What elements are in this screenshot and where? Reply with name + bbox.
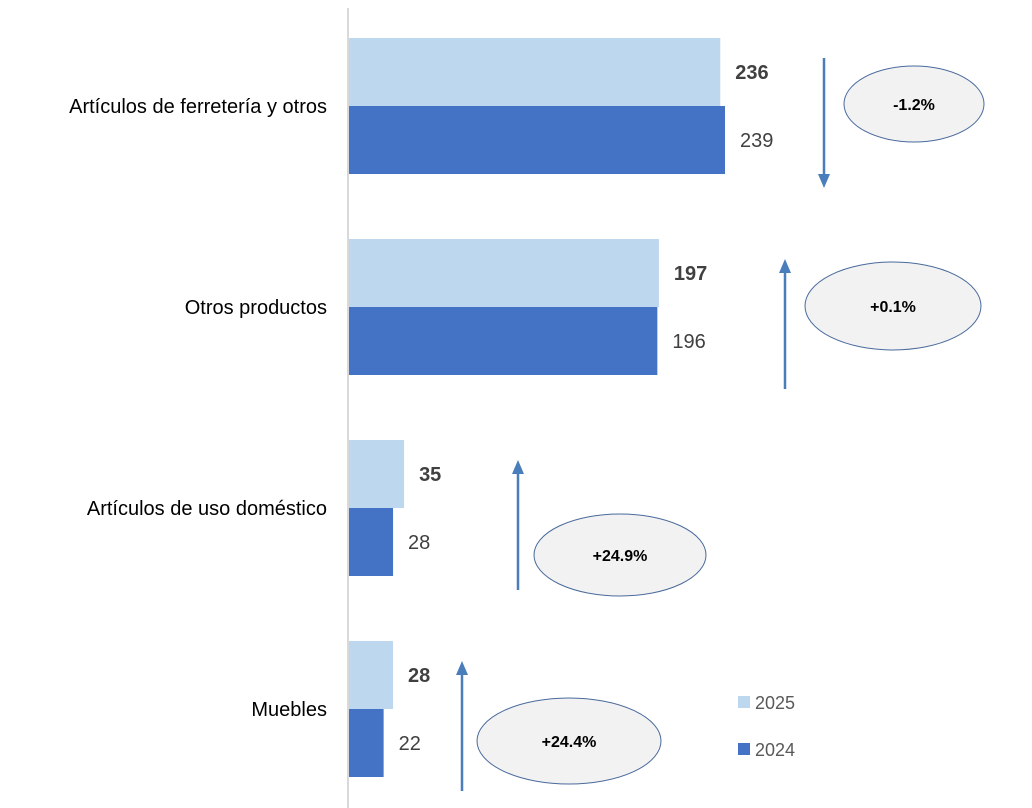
bar-2024 (349, 307, 658, 375)
data-label-2024: 28 (408, 532, 430, 554)
legend-swatch-2025 (738, 696, 750, 708)
data-label-2025: 236 (735, 62, 768, 84)
data-label-2025: 28 (408, 665, 430, 687)
change-label: +24.4% (542, 734, 597, 751)
legend: 2025 2024 (738, 693, 795, 760)
arrow-up-icon (512, 460, 524, 474)
data-label-2024: 196 (672, 331, 705, 353)
bar-2024 (349, 508, 394, 576)
bar-2024 (349, 709, 384, 777)
bar-2024 (349, 106, 725, 174)
category-label: Artículos de ferretería y otros (69, 96, 327, 118)
legend-label-2025: 2025 (755, 693, 795, 713)
plot-area: Artículos de ferretería y otros 236 239 -1.… (69, 38, 985, 791)
data-label-2024: 22 (399, 733, 421, 755)
arrow-up-icon (456, 661, 468, 675)
bar-2025 (349, 239, 659, 307)
change-label: -1.2% (893, 97, 935, 114)
legend-label-2024: 2024 (755, 740, 795, 760)
legend-swatch-2024 (738, 743, 750, 755)
change-bubble (804, 261, 982, 351)
change-bubble (533, 513, 707, 597)
category-label: Artículos de uso doméstico (87, 498, 327, 520)
change-label: +24.9% (593, 548, 648, 565)
category-label: Otros productos (185, 297, 327, 319)
arrow-down-icon (818, 174, 830, 188)
change-label: +0.1% (870, 299, 916, 316)
change-bubble (476, 697, 662, 785)
category-label: Muebles (251, 699, 327, 721)
bar-2025 (349, 38, 721, 106)
bar-2025 (349, 440, 405, 508)
data-label-2024: 239 (740, 130, 773, 152)
data-label-2025: 35 (419, 464, 441, 486)
arrow-up-icon (779, 259, 791, 273)
change-bubble (843, 65, 985, 143)
bar-2025 (349, 641, 394, 709)
data-label-2025: 197 (674, 263, 707, 285)
